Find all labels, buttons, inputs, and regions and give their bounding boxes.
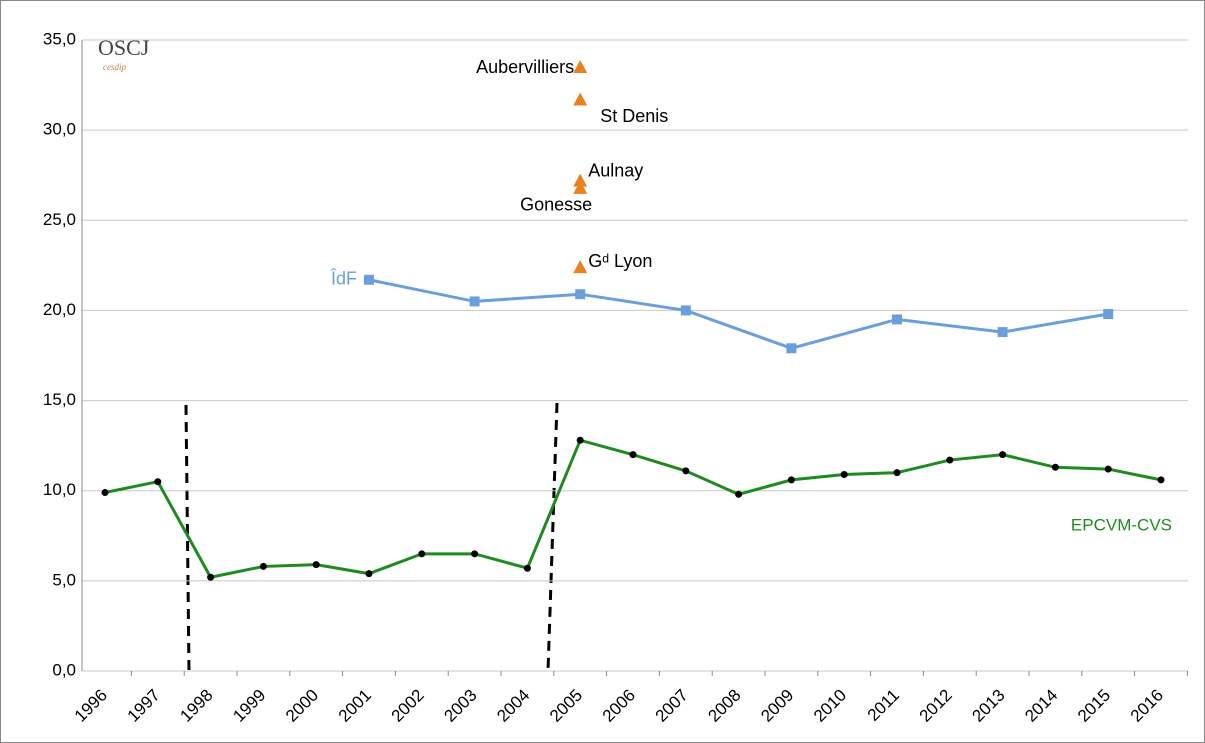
marker <box>1157 476 1165 484</box>
x-tick-label: 2013 <box>968 686 1008 726</box>
x-tick-label: 2009 <box>757 686 797 726</box>
point-marker <box>573 173 588 187</box>
x-tick-label: 1996 <box>71 686 111 726</box>
x-tick-label: 2001 <box>335 686 375 726</box>
point-label: Gonesse <box>520 195 592 215</box>
y-tick-label: 25,0 <box>43 210 76 229</box>
x-tick-label: 2010 <box>810 686 850 726</box>
series-label: EPCVM-CVS <box>1071 515 1172 534</box>
x-tick-label: 1998 <box>176 686 216 726</box>
point-marker <box>573 92 588 106</box>
break-line <box>184 404 191 672</box>
x-tick-label: 2002 <box>388 686 428 726</box>
marker <box>997 327 1008 338</box>
point-marker <box>573 180 588 194</box>
x-tick-label: 2007 <box>652 686 692 726</box>
marker <box>946 456 954 464</box>
x-tick-label: 2003 <box>440 686 480 726</box>
y-tick-label: 35,0 <box>43 29 76 48</box>
y-tick-label: 20,0 <box>43 300 76 319</box>
marker <box>312 561 320 569</box>
marker <box>840 470 848 478</box>
x-tick-label: 2008 <box>704 686 744 726</box>
marker <box>523 564 531 572</box>
marker <box>892 314 902 325</box>
marker <box>469 296 480 307</box>
marker <box>1104 465 1112 473</box>
marker <box>364 274 374 285</box>
marker <box>682 467 690 475</box>
marker <box>207 573 215 581</box>
marker <box>575 289 586 300</box>
marker <box>999 451 1007 459</box>
x-tick-label: 2015 <box>1074 686 1114 726</box>
series-line <box>104 438 1162 579</box>
marker <box>629 451 637 459</box>
y-tick-label: 5,0 <box>52 570 76 589</box>
marker <box>101 489 109 497</box>
marker <box>1103 309 1114 320</box>
y-tick-label: 30,0 <box>43 120 76 139</box>
marker <box>365 570 373 578</box>
marker <box>154 478 162 486</box>
point-label: Gᵈ Lyon <box>588 251 652 271</box>
y-tick-label: 0,0 <box>52 660 76 679</box>
series-line <box>368 278 1109 350</box>
x-tick-label: 2011 <box>864 686 903 725</box>
series-label: ÎdF <box>330 269 357 289</box>
x-tick-label: 2004 <box>493 686 533 726</box>
y-tick-label: 15,0 <box>43 390 76 409</box>
point-marker <box>573 260 588 274</box>
x-tick-label: 1999 <box>229 686 269 726</box>
point-label: St Denis <box>600 106 668 126</box>
x-tick-label: 2014 <box>1021 686 1061 726</box>
marker <box>735 490 743 498</box>
x-tick-label: 2005 <box>546 686 586 726</box>
marker <box>576 436 584 444</box>
marker <box>259 562 267 570</box>
x-tick-label: 2006 <box>599 686 639 726</box>
point-label: Aulnay <box>588 160 643 180</box>
marker <box>471 550 479 558</box>
y-tick-label: 10,0 <box>43 480 76 499</box>
marker <box>680 305 691 316</box>
marker <box>786 343 797 354</box>
marker <box>1051 463 1059 471</box>
marker <box>893 469 901 477</box>
x-tick-label: 2012 <box>916 686 956 726</box>
break-line <box>546 402 559 672</box>
x-tick-label: 1997 <box>124 686 164 726</box>
logo-main: OSCJ <box>98 35 150 60</box>
x-tick-label: 2000 <box>282 686 322 726</box>
logo-sub: cesdip <box>103 62 126 72</box>
marker <box>418 550 426 558</box>
marker <box>787 476 795 484</box>
x-tick-label: 2016 <box>1127 686 1167 726</box>
point-label: Aubervilliers <box>476 57 574 77</box>
point-marker <box>573 60 588 74</box>
